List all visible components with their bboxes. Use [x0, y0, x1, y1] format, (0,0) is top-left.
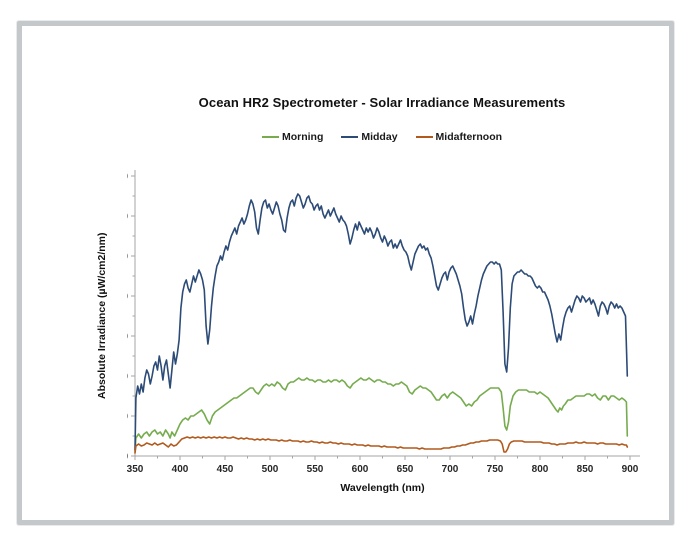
y-tick-label: 100: [127, 252, 128, 263]
y-tick-label: 60: [127, 332, 128, 343]
legend-label: Midday: [361, 131, 398, 143]
y-tick-label: 80: [127, 292, 128, 303]
series-line-morning: [134, 377, 629, 453]
legend-item-morning: Morning: [261, 131, 324, 143]
y-tick-label: 40: [127, 372, 128, 383]
legend-item-midday: Midday: [341, 131, 398, 143]
legend-label: Morning: [281, 131, 324, 143]
x-tick-label: 550: [307, 464, 324, 475]
y-axis-title: Absolute Irradiance (µW/cm2/nm): [96, 232, 108, 400]
legend-marker-icon: [261, 135, 279, 139]
legend: Morning Midday Midafternoon: [122, 131, 642, 143]
chart-title: Ocean HR2 Spectrometer - Solar Irradianc…: [198, 95, 566, 110]
y-tick-label: 120: [127, 212, 128, 223]
series-line-midafternoon: [134, 436, 629, 454]
legend-marker-icon: [415, 135, 433, 139]
x-tick-label: 900: [622, 464, 639, 475]
x-tick-label: 450: [217, 464, 234, 475]
x-tick-label: 700: [442, 464, 459, 475]
x-tick-label: 600: [352, 464, 369, 475]
legend-label: Midafternoon: [435, 131, 503, 143]
series-line-midday: [134, 193, 629, 451]
x-tick-label: 850: [577, 464, 594, 475]
x-tick-label: 800: [532, 464, 549, 475]
x-tick-label: 500: [262, 464, 279, 475]
y-tick-label: 20: [127, 412, 128, 423]
x-tick-label: 750: [487, 464, 504, 475]
x-tick-label: 400: [172, 464, 189, 475]
x-tick-label: 350: [127, 464, 144, 475]
chart-frame: Ocean HR2 Spectrometer - Solar Irradianc…: [17, 21, 674, 525]
x-tick-label: 650: [397, 464, 414, 475]
legend-item-midafternoon: Midafternoon: [415, 131, 503, 143]
y-tick-label: 0: [127, 452, 128, 463]
x-axis-title: Wavelength (nm): [340, 482, 425, 494]
plot-area: 350 400 450 500 550 600 650 700 750 800 850 900 0 20 4…: [127, 170, 640, 475]
y-tick-label: 140: [127, 172, 128, 183]
legend-marker-icon: [341, 135, 359, 139]
